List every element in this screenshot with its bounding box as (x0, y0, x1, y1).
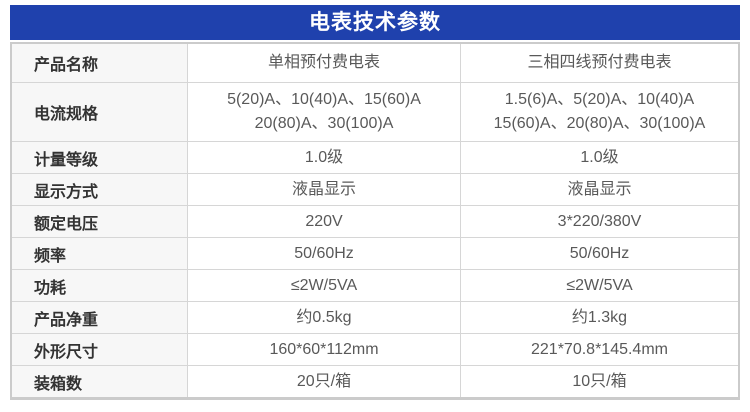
cell-value: 液晶显示 (187, 174, 460, 205)
table-row: 额定电压 220V 3*220/380V (12, 205, 738, 237)
cell-value: ≤2W/5VA (187, 270, 460, 301)
cell-value: 50/60Hz (460, 238, 738, 269)
page-title: 电表技术参数 (10, 5, 740, 40)
row-label: 电流规格 (12, 83, 187, 141)
table-row: 电流规格 5(20)A、10(40)A、15(60)A 20(80)A、30(1… (12, 82, 738, 141)
cell-value: 1.0级 (187, 142, 460, 173)
table-row: 装箱数 20只/箱 10只/箱 (12, 365, 738, 397)
cell-value: 10只/箱 (460, 366, 738, 397)
row-label: 额定电压 (12, 206, 187, 237)
spec-sheet: 电表技术参数 产品名称 单相预付费电表 三相四线预付费电表 电流规格 5(20)… (10, 0, 740, 400)
table-row: 功耗 ≤2W/5VA ≤2W/5VA (12, 269, 738, 301)
cell-value: 约0.5kg (187, 302, 460, 333)
cell-value: ≤2W/5VA (460, 270, 738, 301)
row-label: 产品净重 (12, 302, 187, 333)
cell-value: 20只/箱 (187, 366, 460, 397)
cell-value: 50/60Hz (187, 238, 460, 269)
cell-value: 5(20)A、10(40)A、15(60)A 20(80)A、30(100)A (187, 83, 460, 141)
table-row: 外形尺寸 160*60*112mm 221*70.8*145.4mm (12, 333, 738, 365)
cell-value: 221*70.8*145.4mm (460, 334, 738, 365)
cell-value: 220V (187, 206, 460, 237)
cell-value: 单相预付费电表 (187, 44, 460, 82)
spec-table: 产品名称 单相预付费电表 三相四线预付费电表 电流规格 5(20)A、10(40… (10, 42, 740, 400)
table-row: 产品名称 单相预付费电表 三相四线预付费电表 (12, 44, 738, 82)
table-row: 产品净重 约0.5kg 约1.3kg (12, 301, 738, 333)
row-label: 产品名称 (12, 44, 187, 82)
cell-value: 三相四线预付费电表 (460, 44, 738, 82)
cell-value: 约1.3kg (460, 302, 738, 333)
row-label: 显示方式 (12, 174, 187, 205)
table-row: 频率 50/60Hz 50/60Hz (12, 237, 738, 269)
table-row: 显示方式 液晶显示 液晶显示 (12, 173, 738, 205)
cell-value: 3*220/380V (460, 206, 738, 237)
cell-value: 1.5(6)A、5(20)A、10(40)A 15(60)A、20(80)A、3… (460, 83, 738, 141)
row-label: 频率 (12, 238, 187, 269)
cell-value: 1.0级 (460, 142, 738, 173)
row-label: 计量等级 (12, 142, 187, 173)
cell-value: 液晶显示 (460, 174, 738, 205)
row-label: 功耗 (12, 270, 187, 301)
table-row: 计量等级 1.0级 1.0级 (12, 141, 738, 173)
cell-value: 160*60*112mm (187, 334, 460, 365)
row-label: 装箱数 (12, 366, 187, 397)
row-label: 外形尺寸 (12, 334, 187, 365)
